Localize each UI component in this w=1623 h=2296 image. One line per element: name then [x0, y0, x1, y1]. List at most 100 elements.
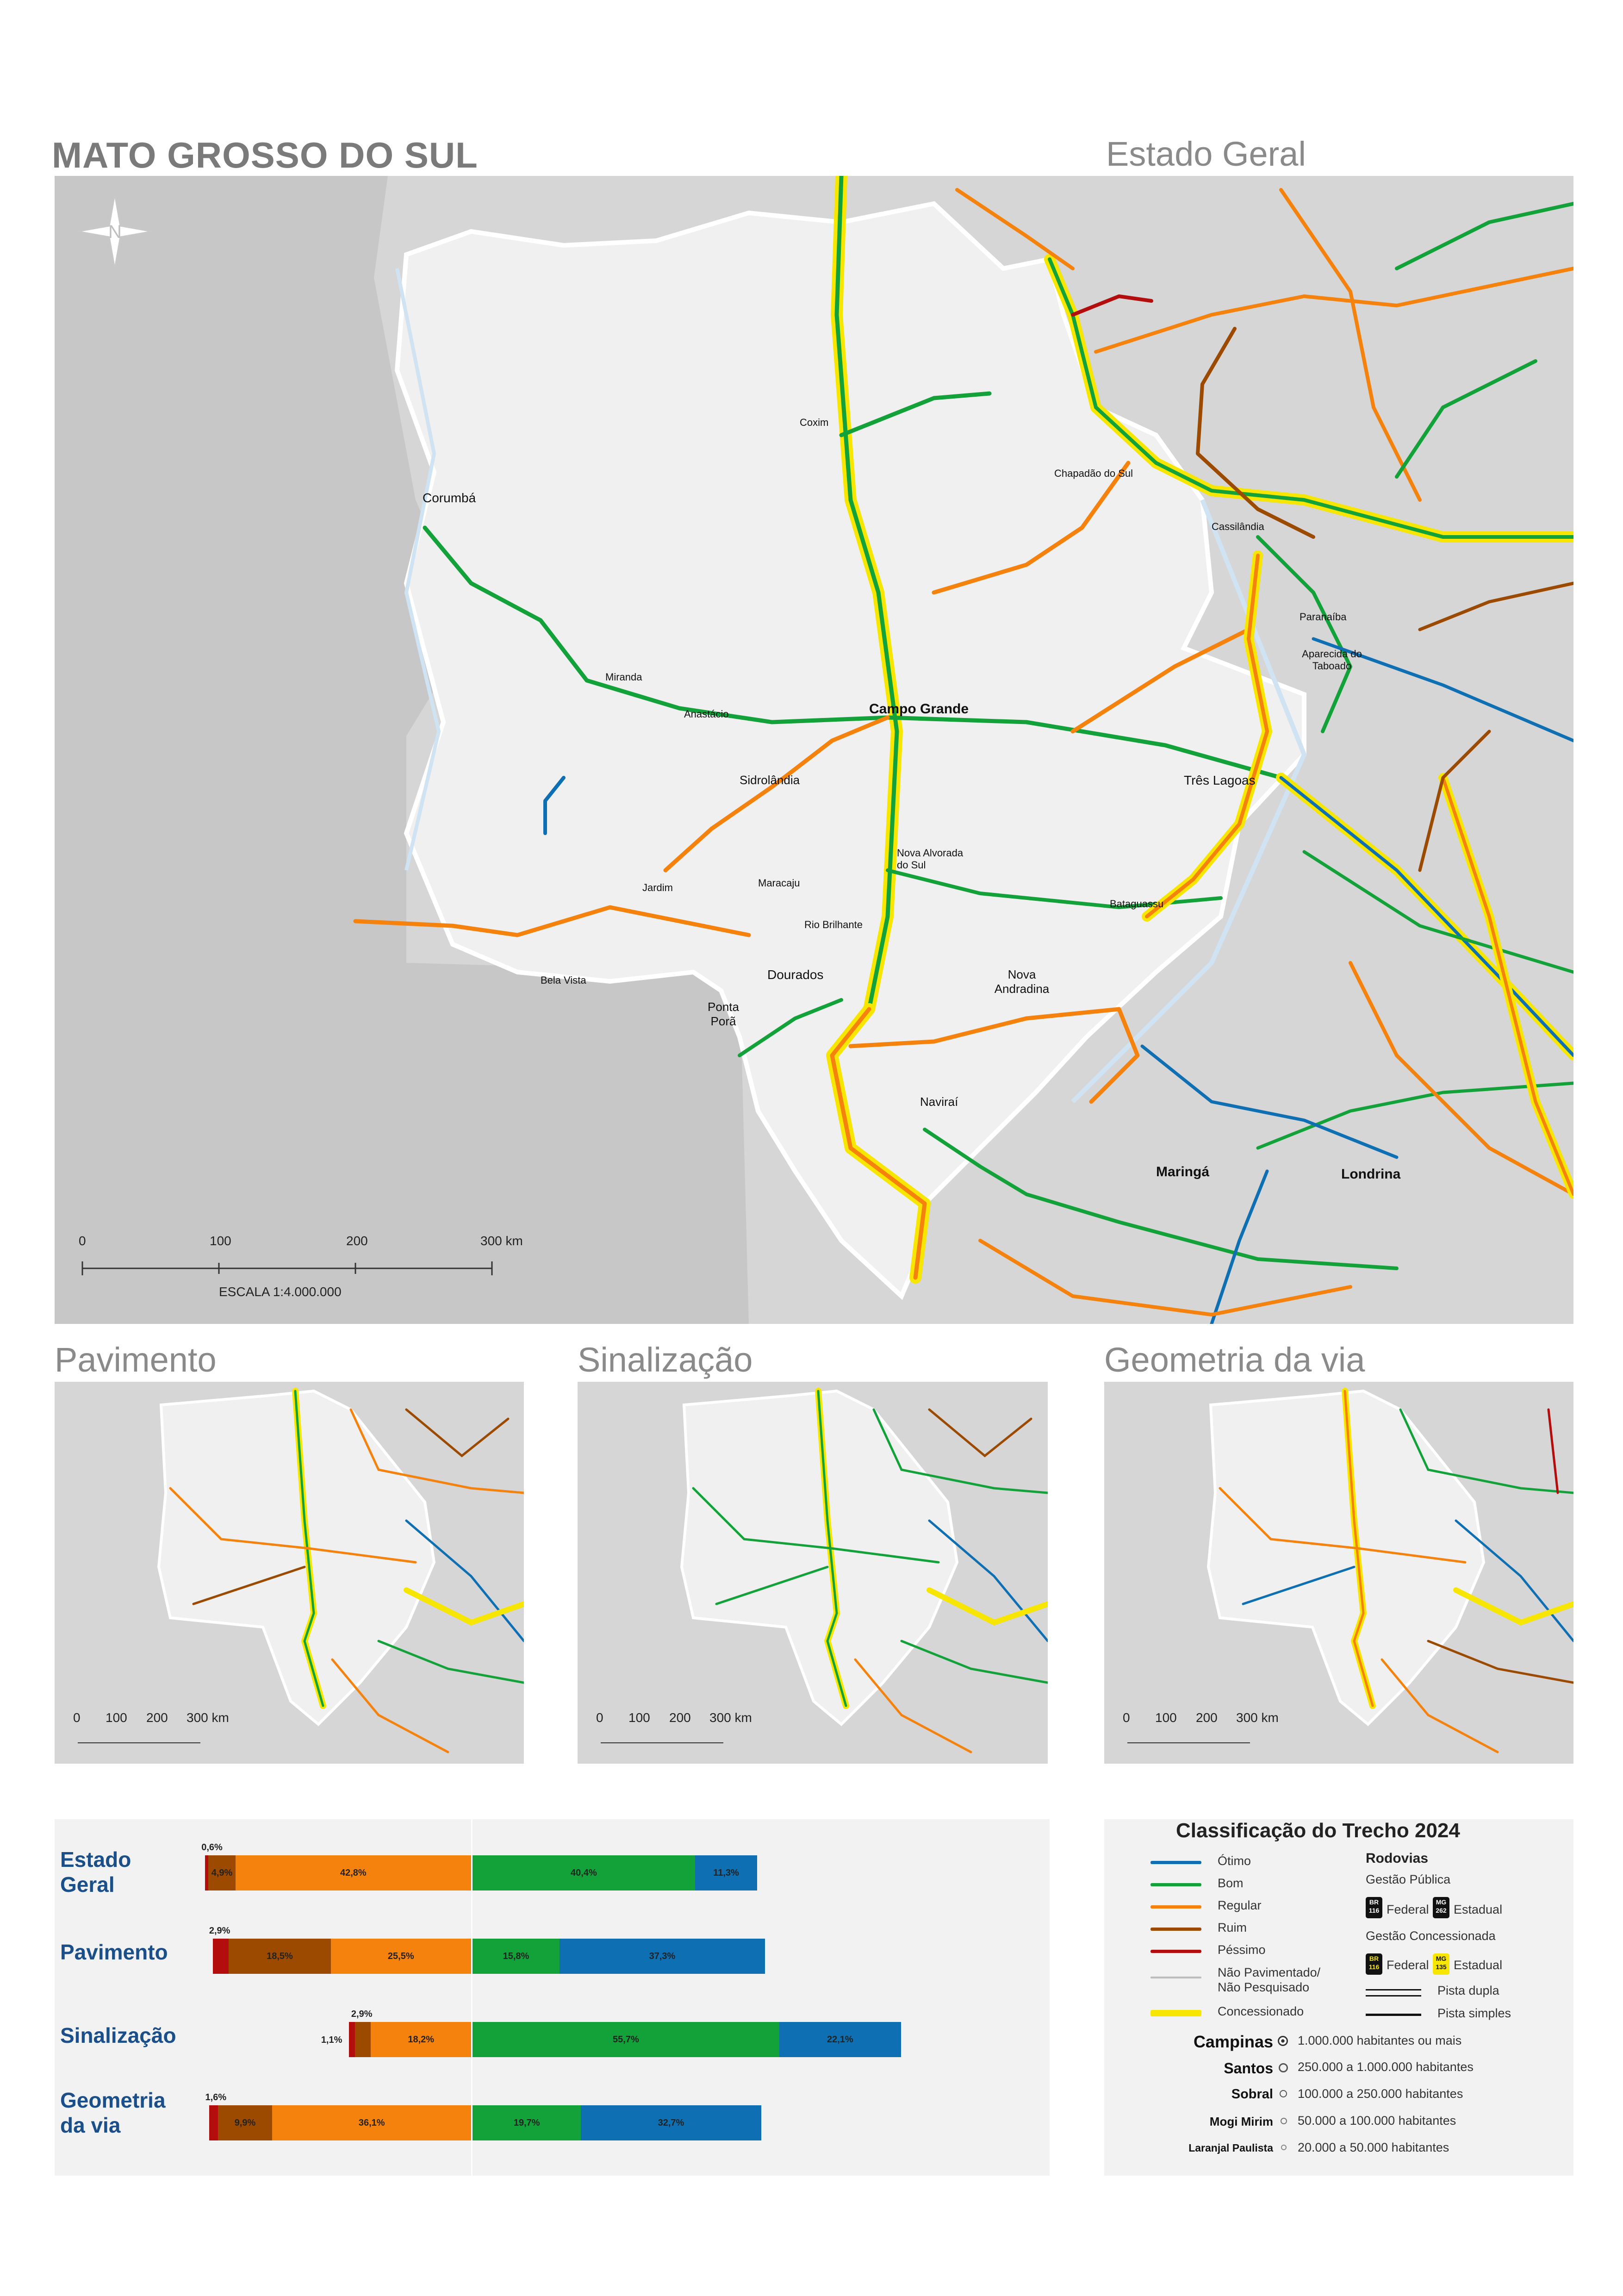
double-lane-swatch — [1366, 1989, 1421, 1997]
page-title: MATO GROSSO DO SUL — [52, 135, 478, 175]
bar-segment-label: 1,1% — [321, 2035, 342, 2045]
pop-city-example: Campinas — [1193, 2032, 1273, 2051]
legend-label: Concessionado — [1218, 2004, 1304, 2018]
city-label: Sidrolândia — [740, 773, 800, 787]
city-label: Cassilândia — [1212, 521, 1264, 532]
river-paraguai — [395, 268, 441, 871]
bar-segment-bom: 19,7% — [473, 2105, 581, 2140]
mini-map-geometria[interactable]: 0 100 200 300 km — [1104, 1382, 1573, 1764]
scale-tick-200: 200 — [1196, 1710, 1218, 1725]
pop-range: 100.000 a 250.000 habitantes — [1298, 2087, 1463, 2101]
bar-segment-label: 2,9% — [209, 1926, 230, 1936]
bar-segment-ruim: 4,9% — [208, 1855, 236, 1890]
scale-tick-0: 0 — [79, 1234, 86, 1248]
concession-mgmt-label: Gestão Concessionada — [1366, 1929, 1496, 1943]
scale-tick-300: 300 km — [187, 1710, 229, 1725]
bar-segment-regular: 36,1% — [272, 2105, 471, 2140]
bar-segment-ótimo: 37,3% — [560, 1939, 765, 1974]
pop-city-example: Laranjal Paulista — [1188, 2142, 1273, 2154]
bar-segment-regular: 42,8% — [235, 1855, 471, 1890]
category-label: Pavimento — [60, 1940, 168, 1964]
federal-label: Federal — [1387, 1903, 1429, 1916]
mini-map-heading-pavimento: Pavimento — [55, 1341, 217, 1379]
bar-segment-regular: 25,5% — [330, 1939, 471, 1974]
city-label: Bataguassu — [1110, 898, 1164, 910]
legend-label: Bom — [1218, 1876, 1244, 1890]
category-label: Sinalização — [60, 2023, 176, 2047]
bar-segment-ótimo: 22,1% — [779, 2022, 901, 2057]
pop-symbol-icon — [1280, 2090, 1287, 2097]
city-label: Chapadão do Sul — [1054, 468, 1133, 479]
legend-swatch-regular — [1150, 1905, 1201, 1909]
road-network[interactable] — [353, 176, 1573, 1324]
bar-segment-péssimo — [209, 2105, 218, 2140]
legend-title: Classificação do Trecho 2024 — [1176, 1819, 1460, 1842]
pista-simples-label: Pista simples — [1437, 2006, 1511, 2020]
mini-map-canvas — [55, 1382, 524, 1764]
svg-text:N: N — [108, 222, 122, 242]
pop-symbol-icon — [1281, 2145, 1287, 2150]
public-mgmt-label: Gestão Pública — [1366, 1872, 1451, 1886]
legend-swatch-otimo — [1150, 1861, 1201, 1864]
shield-number: 262 — [1436, 1907, 1447, 1914]
roads-title: Rodovias — [1366, 1851, 1429, 1866]
neighbor-country — [55, 176, 749, 1324]
city-label: Anastácio — [684, 708, 729, 720]
bar-segment-label: 1,6% — [205, 2092, 227, 2103]
bar-segment-label: 2,9% — [351, 2009, 373, 2019]
scale-tick-100: 100 — [628, 1710, 650, 1725]
mini-map-canvas — [1104, 1382, 1573, 1764]
pop-range: 250.000 a 1.000.000 habitantes — [1298, 2060, 1474, 2074]
city-label: Corumbá — [423, 491, 476, 505]
pista-dupla-label: Pista dupla — [1437, 1984, 1499, 1997]
legend: Classificação do Trecho 2024 Ótimo Bom R… — [1104, 1819, 1573, 2176]
scale-tick-200: 200 — [346, 1234, 368, 1248]
bar-segment-label: 0,6% — [201, 1842, 223, 1853]
main-map[interactable]: N 0 100 200 300 km ESCALA 1:4.000.000 Co… — [55, 176, 1573, 1324]
bar-segment-ótimo: 11,3% — [695, 1855, 758, 1890]
city-label: Nova Andradina — [994, 967, 1050, 996]
scale-tick-200: 200 — [669, 1710, 691, 1725]
city-label: Coxim — [800, 417, 829, 428]
city-label: Jardim — [642, 882, 673, 893]
legend-swatch-pessimo — [1150, 1950, 1201, 1953]
scale-tick-300: 300 km — [480, 1234, 523, 1248]
city-label: Dourados — [767, 967, 824, 982]
pop-range: 1.000.000 habitantes ou mais — [1298, 2034, 1462, 2047]
bar-segment-ruim: 9,9% — [218, 2105, 273, 2140]
mini-map-pavimento[interactable]: 0 100 200 300 km — [55, 1382, 524, 1764]
scale-tick-300: 300 km — [1236, 1710, 1279, 1725]
pop-symbol-icon — [1281, 2118, 1287, 2124]
city-label-capital: Campo Grande — [869, 701, 969, 717]
city-label: Nova Alvorada do Sul — [897, 847, 964, 871]
shield-text: MG — [1436, 1898, 1447, 1906]
bar-segment-péssimo — [212, 1939, 229, 1974]
state-shield-icon: MG 262 — [1433, 1897, 1449, 1918]
scale-tick-200: 200 — [146, 1710, 168, 1725]
classification-bar-chart: Estado Geral Pavimento Sinalização Geome… — [55, 1819, 1050, 2176]
scale-tick-300: 300 km — [709, 1710, 752, 1725]
legend-label: Regular — [1218, 1898, 1262, 1912]
estadual-label: Estadual — [1454, 1903, 1503, 1916]
city-label: Maracaju — [758, 877, 800, 889]
city-label: Paranaíba — [1300, 611, 1347, 623]
pop-city-example: Sobral — [1231, 2087, 1273, 2102]
main-map-heading: Estado Geral — [1106, 135, 1306, 173]
shield-number: 135 — [1436, 1963, 1447, 1971]
scale-tick-0: 0 — [73, 1710, 81, 1725]
bar-segment-bom: 15,8% — [473, 1939, 560, 1974]
scale-tick-100: 100 — [106, 1710, 127, 1725]
bar-segment-ótimo: 32,7% — [581, 2105, 761, 2140]
mini-map-sinalizacao[interactable]: 0 100 200 300 km — [578, 1382, 1048, 1764]
scale-bar — [81, 1261, 493, 1275]
city-label: Bela Vista — [541, 974, 586, 986]
single-lane-swatch — [1366, 2014, 1421, 2016]
bar-segment-ruim: 18,5% — [229, 1939, 331, 1974]
scale-tick-100: 100 — [210, 1234, 231, 1248]
city-label-large: Londrina — [1341, 1167, 1401, 1182]
shield-number: 116 — [1368, 1963, 1380, 1971]
north-arrow-icon: N — [77, 194, 152, 269]
pop-range: 20.000 a 50.000 habitantes — [1298, 2140, 1449, 2154]
pop-city-example: Mogi Mirim — [1209, 2115, 1273, 2128]
category-label: Geometria da via — [60, 2088, 166, 2137]
